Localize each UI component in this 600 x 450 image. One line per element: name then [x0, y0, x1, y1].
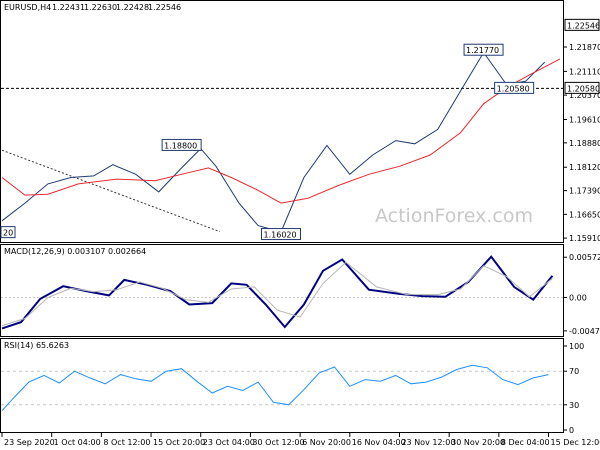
y-tick-label: 1.19610 — [569, 115, 600, 124]
y-tick-label: -0.004755 — [569, 327, 600, 336]
y-tick-label: 0.00 — [569, 293, 587, 302]
moving-average-line — [1, 58, 561, 204]
rsi-y-axis: 100 70 30 0 — [563, 342, 584, 435]
rsi-panel-frame — [0, 338, 564, 433]
y-tick-label: 1.21870 — [569, 43, 600, 52]
price-y-axis: 1.21870 1.21110 1.20370 1.19610 1.18880 1.181… — [563, 43, 600, 243]
y-tick-label: 1.16650 — [569, 210, 600, 219]
y-tick-label: 1.20370 — [569, 91, 600, 100]
level-price-box — [564, 81, 600, 94]
price-annotation-box — [161, 138, 202, 151]
level-price-label: 1.20580 — [567, 84, 600, 93]
y-tick-label: 30 — [569, 401, 579, 410]
watermark: ActionForex.com — [375, 205, 533, 227]
current-price-label: 1.22546 — [567, 21, 600, 30]
price-annotation-label: 1.16020 — [264, 231, 297, 240]
y-tick-label: 1.18880 — [569, 139, 600, 148]
rsi-header: RSI(14) 65.6263 — [4, 341, 69, 350]
x-tick-label: 23 Oct 04:00 — [203, 438, 255, 447]
x-tick-label: 8 Oct 12:00 — [103, 438, 150, 447]
y-tick-label: 1.18120 — [569, 163, 600, 172]
trendline — [1, 149, 221, 233]
price-annotation-label: 1.18800 — [164, 141, 197, 150]
price-annotation-label: 1.20580 — [497, 84, 530, 93]
x-tick-label: 15 Oct 20:00 — [153, 438, 205, 447]
x-tick-label: 30 Oct 12:00 — [252, 438, 304, 447]
price-annotation-box — [494, 81, 535, 94]
price-annotation-label: 1.21770 — [466, 46, 499, 55]
y-tick-label: 70 — [569, 367, 579, 376]
macd-signal-line — [1, 261, 553, 327]
price-header-open: 1.22431 — [52, 3, 85, 12]
x-tick-label: 30 Nov 20:00 — [451, 438, 505, 447]
x-tick-label: 23 Sep 2020 — [4, 438, 55, 447]
price-annotation-box — [0, 226, 16, 239]
macd-line — [1, 255, 554, 330]
x-tick-label: 16 Nov 04:00 — [352, 438, 406, 447]
x-tick-label: 1 Oct 04:00 — [54, 438, 101, 447]
macd-y-axis: 0.005725 0.00 -0.004755 — [563, 253, 600, 336]
x-tick-label: 8 Dec 04:00 — [501, 438, 550, 447]
y-tick-label: 0.005725 — [569, 253, 600, 262]
y-tick-label: 0 — [569, 426, 574, 435]
macd-panel-frame — [0, 244, 564, 337]
price-header-close: 1.22546 — [148, 3, 181, 12]
reference-lines — [1, 87, 563, 406]
y-tick-label: 1.17390 — [569, 187, 600, 196]
price-annotation-label: 20 — [3, 229, 13, 238]
price-annotations: 1.22546 1.20580 1.18800 1.16020 1.21770 1.205… — [0, 18, 600, 241]
price-annotation-box — [463, 43, 504, 56]
price-annotation-box — [261, 228, 301, 241]
rsi-line — [1, 364, 549, 412]
price-header-low: 1.22428 — [116, 3, 149, 12]
x-tick-label: 23 Nov 12:00 — [401, 438, 455, 447]
x-tick-label: 15 Dec 12:00 — [551, 438, 600, 447]
x-tick-label: 6 Nov 20:00 — [302, 438, 351, 447]
price-header-title: EURUSD,H4 — [4, 3, 51, 12]
macd-header: MACD(12,26,9) 0.003107 0.002664 — [4, 247, 146, 256]
y-tick-label: 100 — [569, 342, 584, 351]
price-header-high: 1.22630 — [84, 3, 117, 12]
y-tick-label: 1.15910 — [569, 234, 600, 243]
y-tick-label: 1.21110 — [569, 67, 600, 76]
current-price-box — [564, 18, 600, 31]
